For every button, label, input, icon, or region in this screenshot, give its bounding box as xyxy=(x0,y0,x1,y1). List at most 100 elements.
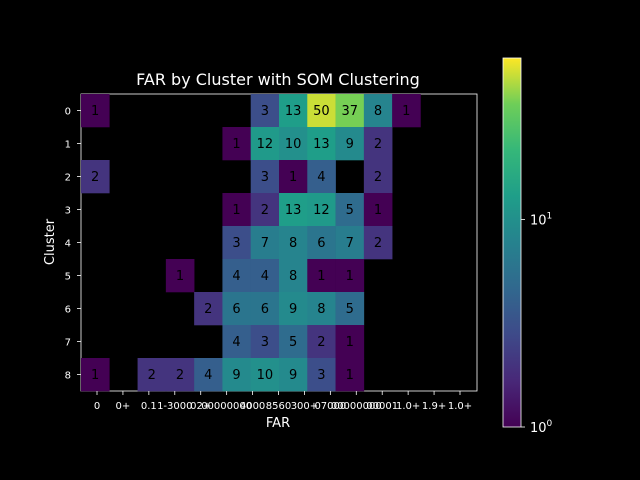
y-tick-label: 8 xyxy=(65,371,71,382)
y-tick-label: 2 xyxy=(65,173,71,184)
x-tick-label: 1.0+ xyxy=(448,401,472,412)
y-tick-label: 6 xyxy=(65,305,71,316)
cell-value-label: 3 xyxy=(317,368,325,383)
heatmap-cell xyxy=(222,325,252,359)
heatmap-cell xyxy=(279,325,308,359)
heatmap-cell xyxy=(335,358,365,392)
heatmap-cell xyxy=(307,325,336,359)
x-tick-label: 00000000 xyxy=(201,401,252,412)
x-tick-label: 8560 xyxy=(266,401,291,412)
cell-value-label: 8 xyxy=(317,302,325,317)
cell-value-label: 2 xyxy=(374,236,382,251)
heatmap-cell xyxy=(222,259,252,293)
heatmap-cell xyxy=(307,127,336,161)
cell-value-label: 9 xyxy=(289,368,297,383)
heatmap-cell xyxy=(222,358,252,392)
heatmap-cell xyxy=(222,193,252,227)
heatmap-cell xyxy=(307,259,336,293)
cell-value-label: 1 xyxy=(402,104,410,119)
heatmap-cell xyxy=(307,292,336,326)
heatmap-cell xyxy=(250,292,280,326)
x-tick-label: 1.9+ xyxy=(422,401,446,412)
cell-value-label: 1 xyxy=(317,269,325,284)
cell-value-label: 2 xyxy=(204,302,212,317)
heatmap-cell xyxy=(279,358,308,392)
y-tick-label: 0 xyxy=(65,107,71,118)
y-tick-label: 5 xyxy=(65,272,71,283)
heatmap-cell xyxy=(222,127,252,161)
y-tick-label: 3 xyxy=(65,206,71,217)
heatmap-cell xyxy=(222,226,252,260)
cell-value-label: 12 xyxy=(257,137,274,152)
heatmap-cell xyxy=(335,292,365,326)
cell-value-label: 2 xyxy=(317,335,325,350)
x-tick-label: 300+ xyxy=(291,401,318,412)
x-tick-label: 1.0+ xyxy=(396,401,420,412)
cell-value-label: 4 xyxy=(317,170,325,185)
x-tick-label: 00001 xyxy=(366,401,398,412)
cell-value-label: 2 xyxy=(261,203,269,218)
heatmap-cell xyxy=(279,127,308,161)
cell-value-label: 4 xyxy=(261,269,269,284)
cell-value-label: 1 xyxy=(346,368,354,383)
heatmap-cell xyxy=(335,259,365,293)
x-tick-label: 0.1 xyxy=(141,401,157,412)
x-tick-label: 00000000 xyxy=(331,401,382,412)
cell-value-label: 10 xyxy=(285,137,302,152)
heatmap-cell xyxy=(137,358,167,392)
heatmap-cell xyxy=(279,94,308,128)
cell-value-label: 6 xyxy=(261,302,269,317)
heatmap-cell xyxy=(279,259,308,293)
cell-value-label: 1 xyxy=(176,269,184,284)
cell-value-label: 2 xyxy=(91,170,99,185)
cell-value-label: 2 xyxy=(148,368,156,383)
heatmap-cell xyxy=(222,292,252,326)
cell-value-label: 9 xyxy=(346,137,354,152)
cell-value-label: 1 xyxy=(232,203,240,218)
chart-title: FAR by Cluster with SOM Clustering xyxy=(136,70,420,89)
y-axis-ticks: 0 1 2 3 4 5 6 7 8 xyxy=(65,107,81,382)
heatmap-cell xyxy=(363,193,393,227)
heatmap-cell xyxy=(250,94,280,128)
heatmap-cell xyxy=(279,226,308,260)
cell-value-label: 3 xyxy=(261,170,269,185)
cell-value-label: 13 xyxy=(313,137,330,152)
heatmap-cell xyxy=(194,358,223,392)
heatmap-cell xyxy=(307,160,336,194)
heatmap-cell xyxy=(81,94,110,128)
cell-value-label: 5 xyxy=(289,335,297,350)
heatmap-cell xyxy=(250,325,280,359)
x-tick-label: 1-3000 xyxy=(157,401,192,412)
cell-value-label: 3 xyxy=(232,236,240,251)
cell-value-label: 5 xyxy=(346,302,354,317)
heatmap-cell xyxy=(335,94,365,128)
x-tick-label: 4000 xyxy=(240,401,265,412)
heatmap-cell xyxy=(81,358,110,392)
cell-value-label: 7 xyxy=(346,236,354,251)
cell-value-label: 4 xyxy=(232,335,240,350)
cell-value-label: 7 xyxy=(261,236,269,251)
cell-value-label: 8 xyxy=(289,269,297,284)
heatmap-cell xyxy=(250,193,280,227)
cell-value-label: 1 xyxy=(91,104,99,119)
x-tick-label: 0 xyxy=(94,401,100,412)
x-tick-label: 07000 xyxy=(314,401,346,412)
cell-value-label: 1 xyxy=(374,203,382,218)
colorbar-tick-label: 101 xyxy=(530,211,552,228)
heatmap-cell xyxy=(363,226,393,260)
heatmap-cell xyxy=(250,358,280,392)
heatmap-cell xyxy=(392,94,421,128)
cell-value-label: 8 xyxy=(289,236,297,251)
heatmap-cell xyxy=(81,160,110,194)
y-tick-label: 7 xyxy=(65,338,71,349)
y-tick-label: 1 xyxy=(65,140,71,151)
cell-value-label: 6 xyxy=(232,302,240,317)
heatmap-cell xyxy=(335,325,365,359)
heatmap-cells: 1 3 13 50 37 8 11 12 10 13 9 22 3 1 4 21 2 13 12 5 13 7 8 6 7 21 4… xyxy=(81,94,421,392)
x-tick-label: 02+ xyxy=(190,401,211,412)
cell-value-label: 1 xyxy=(91,368,99,383)
cell-value-label: 2 xyxy=(374,170,382,185)
cell-value-label: 3 xyxy=(261,104,269,119)
cell-value-label: 2 xyxy=(176,368,184,383)
